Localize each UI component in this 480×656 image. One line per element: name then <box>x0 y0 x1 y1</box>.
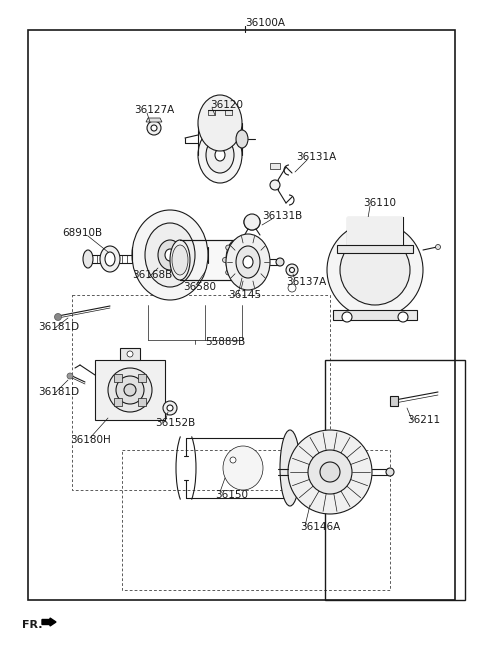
Bar <box>390 396 398 406</box>
Circle shape <box>320 462 340 482</box>
Circle shape <box>244 214 260 230</box>
Circle shape <box>327 222 423 318</box>
Text: 36137A: 36137A <box>286 277 326 287</box>
Ellipse shape <box>100 246 120 272</box>
Ellipse shape <box>223 446 263 490</box>
Polygon shape <box>95 360 165 420</box>
Text: 36100A: 36100A <box>245 18 285 28</box>
Text: 36168B: 36168B <box>132 270 172 280</box>
Ellipse shape <box>198 127 242 183</box>
Circle shape <box>163 401 177 415</box>
Circle shape <box>244 258 250 262</box>
Circle shape <box>226 245 231 250</box>
Bar <box>120 348 140 360</box>
Text: 36127A: 36127A <box>134 105 174 115</box>
Circle shape <box>230 457 236 463</box>
Circle shape <box>147 121 161 135</box>
Circle shape <box>286 264 298 276</box>
Circle shape <box>167 405 173 411</box>
Ellipse shape <box>198 95 242 151</box>
Circle shape <box>108 368 152 412</box>
Text: 36152B: 36152B <box>155 418 195 428</box>
Text: 36150: 36150 <box>215 490 248 500</box>
Circle shape <box>127 351 133 357</box>
Bar <box>337 245 413 253</box>
Ellipse shape <box>105 252 115 266</box>
Bar <box>180 240 236 280</box>
Circle shape <box>124 384 136 396</box>
Polygon shape <box>225 110 232 115</box>
FancyArrow shape <box>42 618 56 626</box>
Circle shape <box>116 376 144 404</box>
Bar <box>122 450 390 590</box>
Text: 36110: 36110 <box>363 198 396 208</box>
Bar <box>72 295 330 490</box>
Circle shape <box>67 373 73 379</box>
Text: 36181D: 36181D <box>38 322 79 332</box>
Circle shape <box>435 245 441 249</box>
Ellipse shape <box>226 240 246 280</box>
Ellipse shape <box>226 234 270 290</box>
Circle shape <box>241 245 246 250</box>
Circle shape <box>226 270 231 275</box>
Text: 36131A: 36131A <box>296 152 336 162</box>
Ellipse shape <box>215 149 225 161</box>
Circle shape <box>288 430 372 514</box>
Bar <box>138 374 146 382</box>
Text: 36181D: 36181D <box>38 387 79 397</box>
Circle shape <box>288 284 296 292</box>
Ellipse shape <box>158 240 182 270</box>
Circle shape <box>289 268 295 272</box>
Ellipse shape <box>172 245 188 275</box>
Ellipse shape <box>236 246 260 278</box>
Ellipse shape <box>165 249 175 261</box>
Ellipse shape <box>236 130 248 148</box>
Ellipse shape <box>386 468 394 476</box>
Ellipse shape <box>206 137 234 173</box>
Bar <box>114 398 122 406</box>
Circle shape <box>340 235 410 305</box>
Text: FR.: FR. <box>22 620 43 630</box>
Text: 55889B: 55889B <box>205 337 245 347</box>
Text: 36180H: 36180H <box>70 435 111 445</box>
Circle shape <box>270 180 280 190</box>
Ellipse shape <box>228 244 244 276</box>
Circle shape <box>233 240 239 245</box>
Ellipse shape <box>132 210 208 300</box>
Text: 36131B: 36131B <box>262 211 302 221</box>
Circle shape <box>308 450 352 494</box>
Circle shape <box>342 312 352 322</box>
Ellipse shape <box>243 256 253 268</box>
Ellipse shape <box>145 223 195 287</box>
Bar <box>325 360 465 600</box>
Bar <box>347 217 403 245</box>
Text: 68910B: 68910B <box>62 228 102 238</box>
Bar <box>138 398 146 406</box>
Polygon shape <box>146 118 162 122</box>
Circle shape <box>151 125 157 131</box>
Circle shape <box>241 270 246 275</box>
Text: 36211: 36211 <box>407 415 440 425</box>
Ellipse shape <box>83 250 93 268</box>
Text: 36120: 36120 <box>210 100 243 110</box>
Circle shape <box>398 312 408 322</box>
Text: 36145: 36145 <box>228 290 261 300</box>
Polygon shape <box>333 310 417 320</box>
Bar <box>28 30 455 600</box>
Circle shape <box>55 314 61 321</box>
Ellipse shape <box>276 258 284 266</box>
Circle shape <box>233 275 239 280</box>
Circle shape <box>223 258 228 262</box>
Text: 36146A: 36146A <box>300 522 340 532</box>
Bar <box>114 374 122 382</box>
Polygon shape <box>208 110 215 115</box>
Polygon shape <box>270 163 280 169</box>
Text: 36580: 36580 <box>183 282 216 292</box>
Ellipse shape <box>280 430 300 506</box>
Ellipse shape <box>170 240 190 280</box>
